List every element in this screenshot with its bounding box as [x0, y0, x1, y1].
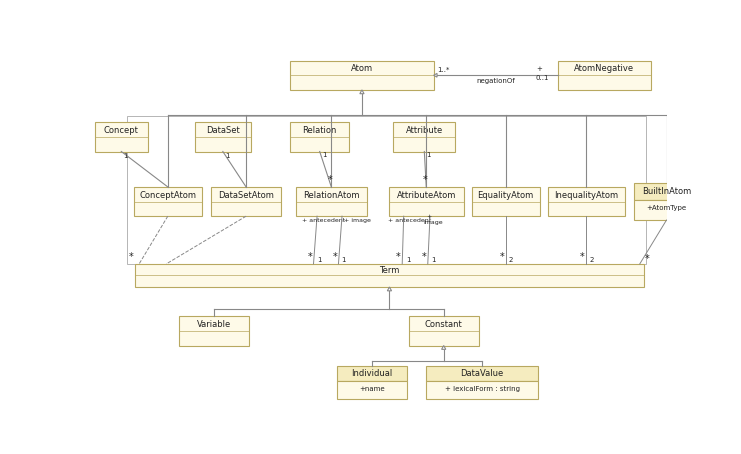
Bar — [634, 200, 700, 220]
Text: Concept: Concept — [104, 126, 139, 135]
Text: negationOf: negationOf — [476, 78, 515, 84]
Text: + antecedent: + antecedent — [388, 218, 431, 223]
Bar — [426, 366, 538, 381]
Text: image: image — [424, 220, 443, 225]
Text: +: + — [426, 214, 431, 219]
Text: DataSet: DataSet — [206, 126, 239, 135]
Text: 1: 1 — [406, 257, 411, 262]
Bar — [558, 61, 651, 90]
Text: *: * — [396, 252, 401, 262]
Text: InequalityAtom: InequalityAtom — [554, 191, 618, 200]
Text: RelationAtom: RelationAtom — [303, 191, 359, 200]
Text: 1: 1 — [427, 152, 431, 158]
Text: Relation: Relation — [302, 126, 337, 135]
Bar — [426, 381, 538, 400]
Text: DataValue: DataValue — [460, 369, 504, 378]
Polygon shape — [442, 345, 446, 349]
Bar — [336, 366, 407, 381]
Text: ConceptAtom: ConceptAtom — [139, 191, 196, 200]
Bar — [95, 122, 147, 152]
Text: 1: 1 — [322, 152, 327, 158]
Bar — [296, 187, 367, 216]
Text: + lexicalForm : string: + lexicalForm : string — [445, 385, 519, 391]
Bar — [548, 187, 625, 216]
Text: *: * — [422, 252, 426, 262]
Bar — [389, 187, 464, 216]
Bar — [409, 316, 479, 345]
Text: AtomNegative: AtomNegative — [574, 64, 634, 74]
Text: 1..*: 1..* — [436, 67, 449, 73]
Text: 1: 1 — [431, 257, 436, 262]
Text: 2: 2 — [509, 257, 514, 262]
Bar — [211, 187, 281, 216]
Text: DataSetAtom: DataSetAtom — [218, 191, 274, 200]
Polygon shape — [433, 74, 437, 77]
Text: *: * — [422, 175, 427, 185]
Text: *: * — [645, 254, 650, 264]
Bar — [127, 116, 646, 264]
Text: 1: 1 — [342, 257, 346, 262]
Text: 2: 2 — [589, 257, 594, 262]
Bar — [634, 183, 700, 200]
Text: 1: 1 — [124, 153, 128, 158]
Bar — [393, 122, 455, 152]
Bar — [136, 264, 644, 287]
Text: *: * — [332, 252, 337, 262]
Polygon shape — [388, 287, 391, 291]
Text: Variable: Variable — [197, 320, 231, 329]
Text: Attribute: Attribute — [406, 126, 443, 135]
Text: 1: 1 — [225, 153, 230, 158]
Text: *: * — [328, 175, 332, 185]
Text: +name: +name — [359, 385, 385, 391]
Text: 1: 1 — [317, 257, 322, 262]
Bar — [336, 381, 407, 400]
Bar — [179, 316, 249, 345]
Text: + image: + image — [344, 218, 370, 223]
Text: +AtomType: +AtomType — [646, 205, 687, 211]
Text: Atom: Atom — [351, 64, 373, 74]
Bar — [195, 122, 250, 152]
Text: *: * — [499, 252, 504, 262]
Text: EqualityAtom: EqualityAtom — [478, 191, 534, 200]
Text: *: * — [308, 252, 312, 262]
Bar — [133, 187, 202, 216]
Polygon shape — [360, 90, 364, 94]
Text: 0..1: 0..1 — [536, 75, 549, 81]
Text: Constant: Constant — [425, 320, 462, 329]
Text: *: * — [129, 252, 134, 262]
Text: Term: Term — [379, 266, 399, 275]
Text: BuiltInAtom: BuiltInAtom — [642, 187, 691, 196]
Text: Individual: Individual — [351, 369, 392, 378]
Text: *: * — [580, 252, 585, 262]
Text: +: + — [536, 66, 542, 72]
Bar — [471, 187, 539, 216]
Bar — [290, 61, 433, 90]
Text: AttributeAtom: AttributeAtom — [396, 191, 456, 200]
Text: + antecedent: + antecedent — [302, 218, 345, 223]
Bar — [290, 122, 349, 152]
